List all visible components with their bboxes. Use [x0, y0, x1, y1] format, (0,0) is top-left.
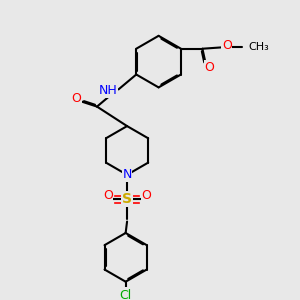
Text: O: O [204, 61, 214, 74]
Text: NH: NH [98, 84, 117, 97]
Text: Cl: Cl [119, 289, 132, 300]
Text: S: S [122, 192, 132, 206]
Text: N: N [122, 168, 132, 181]
Text: O: O [141, 189, 151, 202]
Text: O: O [71, 92, 81, 105]
Text: O: O [222, 39, 232, 52]
Text: O: O [103, 189, 113, 202]
Text: CH₃: CH₃ [248, 42, 269, 52]
